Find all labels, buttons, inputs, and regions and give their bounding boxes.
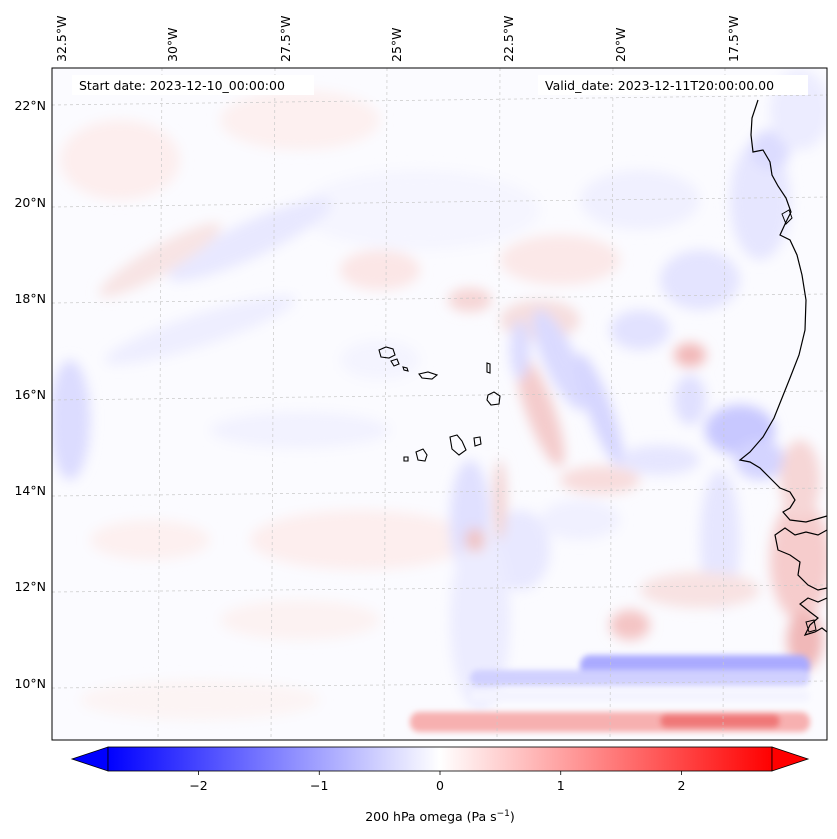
- colorbar-label-text: 200 hPa omega (Pa s: [365, 809, 496, 824]
- lon-label: 30°W: [165, 27, 180, 62]
- coastal-inlet: [781, 209, 793, 225]
- lat-label: 10°N: [14, 676, 46, 691]
- colorbar-ticks: −2 −1 0 1 2: [189, 771, 685, 793]
- colorbar-label: 200 hPa omega (Pa s−1): [365, 809, 515, 824]
- lon-label: 20°W: [613, 27, 628, 62]
- colorbar-tick-label: 1: [557, 778, 565, 793]
- cape-verde-islands: [378, 346, 501, 462]
- latitude-labels: 22°N 20°N 18°N 16°N 14°N 12°N 10°N: [14, 98, 46, 691]
- colorbar-label-close: ): [510, 809, 515, 824]
- colorbar-tick-label: −1: [310, 778, 328, 793]
- lon-label: 27.5°W: [278, 16, 293, 62]
- graticule: [52, 68, 827, 740]
- colorbar-tick-label: 2: [677, 778, 685, 793]
- lat-label: 12°N: [14, 579, 46, 594]
- colorbar-tick-label: −2: [189, 778, 207, 793]
- colorbar-extend-high: [771, 746, 810, 772]
- colorbar-bar: [107, 746, 773, 772]
- lat-label: 14°N: [14, 483, 46, 498]
- bijagos-islands: [805, 619, 817, 633]
- map-frame: [51, 67, 828, 741]
- valid-date-box: [538, 75, 808, 95]
- lon-label: 17.5°W: [726, 16, 741, 62]
- map-panel: [52, 68, 827, 740]
- lat-label: 20°N: [14, 195, 46, 210]
- omega-field: [52, 70, 827, 720]
- lat-label: 18°N: [14, 291, 46, 306]
- lon-label: 32.5°W: [54, 16, 69, 62]
- lat-label: 16°N: [14, 387, 46, 402]
- colorbar-extend-low: [70, 746, 109, 772]
- colorbar-tick-label: 0: [436, 778, 444, 793]
- start-date-label: Start date: 2023-12-10_00:00:00: [79, 78, 285, 93]
- lon-label: 22.5°W: [501, 16, 516, 62]
- africa-coastline: [738, 99, 827, 636]
- colorbar-label-superscript: −1: [497, 809, 510, 819]
- lat-label: 22°N: [14, 98, 46, 113]
- colorbar: −2 −1 0 1 2 200 hPa omega (Pa s−1): [70, 746, 810, 824]
- valid-date-label: Valid_date: 2023-12-11T20:00:00.00: [545, 78, 774, 93]
- lon-label: 25°W: [389, 27, 404, 62]
- start-date-box: [72, 75, 314, 95]
- longitude-labels: 32.5°W 30°W 27.5°W 25°W 22.5°W 20°W 17.5…: [54, 16, 741, 62]
